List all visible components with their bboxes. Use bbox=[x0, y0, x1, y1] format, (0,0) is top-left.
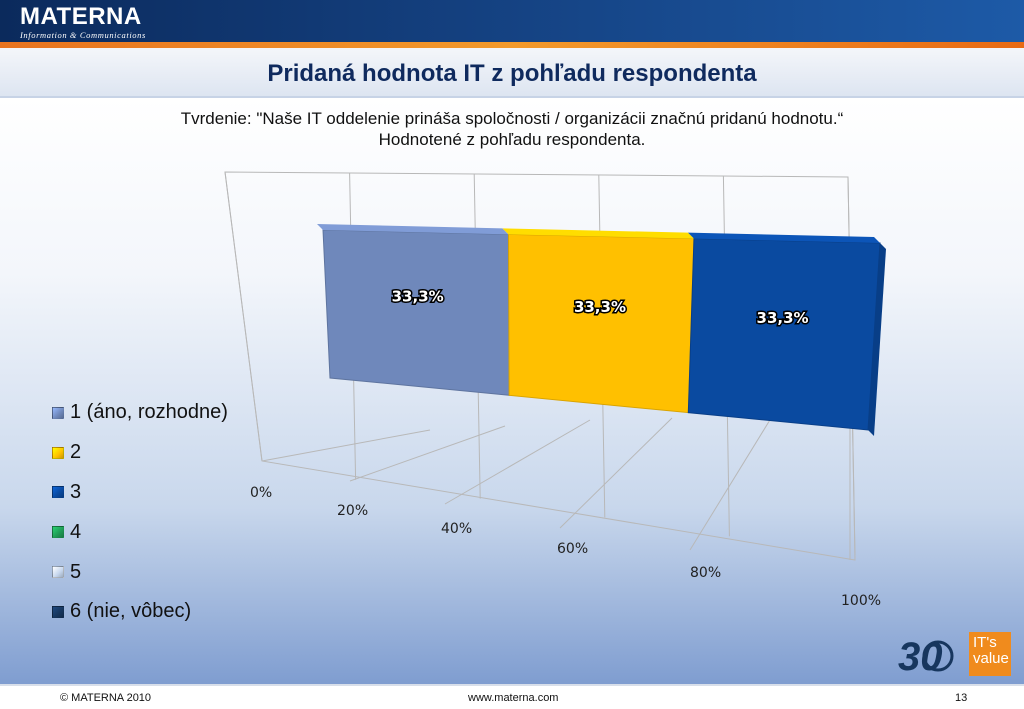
legend-item-5: 5 bbox=[52, 552, 228, 592]
subtitle-line-1: Tvrdenie: "Naše IT oddelenie prináša spo… bbox=[180, 109, 844, 128]
legend-swatch-5 bbox=[52, 566, 64, 579]
footer-divider bbox=[0, 684, 1024, 686]
legend-swatch-6 bbox=[52, 605, 64, 618]
materna-logo: MATERNA Information & Communications bbox=[20, 3, 146, 41]
bar-top-3 bbox=[687, 232, 880, 243]
subtitle-line-2: Hodnotené z pohľadu respondenta. bbox=[378, 130, 646, 149]
legend-swatch-4 bbox=[52, 526, 64, 539]
x-tick-label-3: 60% bbox=[557, 541, 588, 557]
bar-top-2 bbox=[502, 228, 694, 239]
bar-3 bbox=[687, 238, 881, 431]
x-tick-label-5: 100% bbox=[841, 593, 881, 609]
logo-tagline: Information & Communications bbox=[20, 30, 146, 40]
x-tick-label-2: 40% bbox=[441, 521, 472, 537]
anniversary-30-logo: 30 bbox=[898, 635, 954, 676]
slide-subtitle: Tvrdenie: "Naše IT oddelenie prináša spo… bbox=[0, 108, 1024, 150]
floor-gridline-1 bbox=[349, 425, 506, 482]
data-label-2: 33,3% bbox=[574, 298, 626, 316]
data-label-1: 33,3% bbox=[392, 287, 444, 305]
header-accent-stripe bbox=[0, 42, 1024, 48]
floor-gridline-0 bbox=[261, 429, 431, 462]
bar-2 bbox=[507, 233, 695, 414]
floor-gridline-3 bbox=[559, 417, 673, 529]
bar-top-1 bbox=[317, 224, 509, 235]
bar-1 bbox=[322, 229, 510, 396]
legend-item-1: 1 (áno, rozhodne) bbox=[52, 393, 228, 433]
footer-page-number: 13 bbox=[955, 692, 968, 704]
legend-label-1: 1 (áno, rozhodne) bbox=[70, 401, 228, 424]
footer-copyright: © MATERNA 2010 bbox=[60, 692, 152, 704]
anniversary-ring-icon bbox=[922, 640, 954, 672]
legend-label-2: 2 bbox=[70, 441, 82, 464]
floor-gridline-4 bbox=[689, 414, 774, 551]
badge-s: 's bbox=[986, 634, 997, 651]
legend-label-3: 3 bbox=[70, 480, 82, 503]
legend-swatch-1 bbox=[52, 406, 64, 419]
badge-value: value bbox=[973, 650, 1009, 667]
gridline-0 bbox=[224, 171, 263, 462]
header-bar bbox=[0, 0, 1024, 42]
x-tick-label-1: 20% bbox=[337, 503, 368, 519]
legend-item-4: 4 bbox=[52, 512, 228, 552]
legend-label-6: 6 (nie, vôbec) bbox=[70, 600, 192, 623]
legend-swatch-3 bbox=[52, 486, 64, 499]
x-tick-label-0: 0% bbox=[250, 485, 272, 501]
title-bar bbox=[0, 48, 1024, 98]
legend-swatch-2 bbox=[52, 446, 64, 459]
logo-name: MATERNA bbox=[20, 3, 142, 30]
chart-legend: 1 (áno, rozhodne) 2 3 4 5 6 (nie, vôbec) bbox=[52, 393, 228, 632]
bar-end-cap bbox=[868, 243, 886, 436]
x-tick-label-4: 80% bbox=[690, 565, 721, 581]
legend-item-6: 6 (nie, vôbec) bbox=[52, 592, 228, 632]
its-value-badge: IT's value bbox=[969, 632, 1011, 676]
legend-label-4: 4 bbox=[70, 520, 82, 543]
legend-label-5: 5 bbox=[70, 560, 82, 583]
footer-website[interactable]: www.materna.com bbox=[468, 692, 559, 704]
data-label-3: 33,3% bbox=[757, 309, 809, 327]
badge-it: IT bbox=[973, 634, 987, 651]
legend-item-3: 3 bbox=[52, 473, 228, 513]
floor-gridline-2 bbox=[444, 419, 591, 505]
slide-title: Pridaná hodnota IT z pohľadu respondenta bbox=[267, 60, 757, 87]
legend-item-2: 2 bbox=[52, 433, 228, 473]
